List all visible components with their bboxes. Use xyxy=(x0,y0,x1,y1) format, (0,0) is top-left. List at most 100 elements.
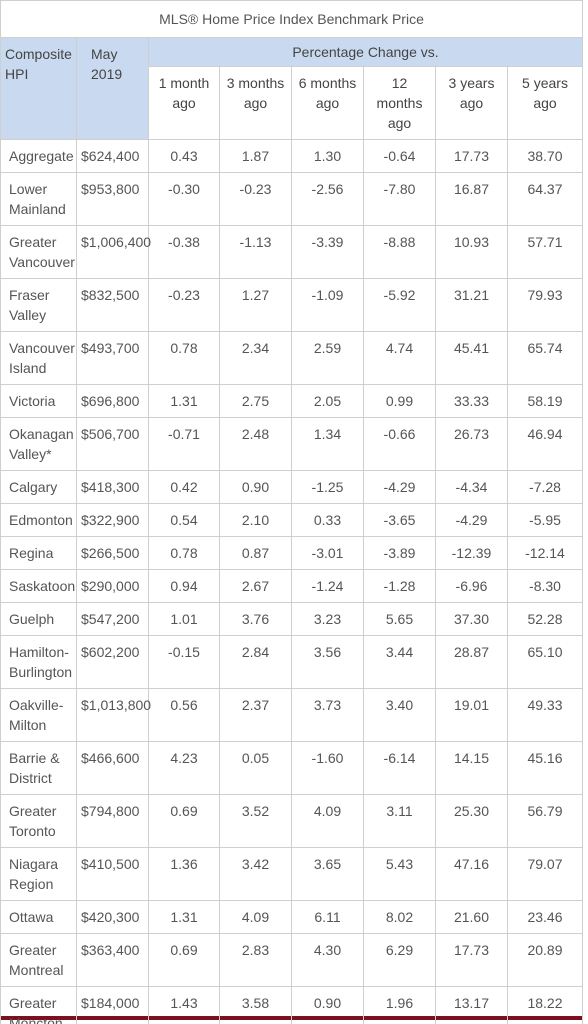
change-cell: -0.38 xyxy=(148,225,220,279)
region-cell: Vancouver Island xyxy=(0,331,77,385)
change-cell: 3.11 xyxy=(363,794,436,848)
table-row: Barrie & District $466,600 4.23 0.05 -1.60 -6… xyxy=(0,741,583,795)
change-cell: -1.25 xyxy=(291,470,364,504)
region-cell: Edmonton xyxy=(0,503,77,537)
region-cell: Regina xyxy=(0,536,77,570)
subheader-cell: 6 months ago xyxy=(291,66,364,140)
price-cell: $1,006,400 xyxy=(76,225,151,279)
change-cell: 3.58 xyxy=(219,986,292,1024)
change-cell: -6.96 xyxy=(435,569,508,603)
change-cell: -8.88 xyxy=(363,225,436,279)
price-cell: $466,600 xyxy=(76,741,149,795)
change-cell: -2.56 xyxy=(291,172,364,226)
change-cell: 1.30 xyxy=(291,139,364,173)
change-cell: 25.30 xyxy=(435,794,508,848)
change-cell: 37.30 xyxy=(435,602,508,636)
change-cell: 0.69 xyxy=(148,933,220,987)
price-cell: $493,700 xyxy=(76,331,149,385)
region-cell: Calgary xyxy=(0,470,77,504)
change-cell: 2.10 xyxy=(219,503,292,537)
price-cell: $410,500 xyxy=(76,847,149,901)
change-cell: 28.87 xyxy=(435,635,508,689)
header-composite: Composite HPI xyxy=(0,37,77,140)
change-cell: -4.29 xyxy=(363,470,436,504)
subheader-cell: 1 month ago xyxy=(148,66,220,140)
change-cell: 3.44 xyxy=(363,635,436,689)
change-cell: 4.09 xyxy=(219,900,292,934)
change-cell: 3.65 xyxy=(291,847,364,901)
subheader-cell: 5 years ago xyxy=(507,66,583,140)
change-cell: -3.65 xyxy=(363,503,436,537)
table-row: Oakville-Milton $1,013,800 0.56 2.37 3.73 3.4… xyxy=(0,688,583,742)
change-cell: 3.23 xyxy=(291,602,364,636)
change-cell: 3.76 xyxy=(219,602,292,636)
table-row: Edmonton $322,900 0.54 2.10 0.33 -3.65 -4.29 -5… xyxy=(0,503,583,537)
table-row: Greater Montreal $363,400 0.69 2.83 4.30 6.29… xyxy=(0,933,583,987)
change-cell: 23.46 xyxy=(507,900,583,934)
change-cell: 10.93 xyxy=(435,225,508,279)
change-cell: -12.39 xyxy=(435,536,508,570)
change-cell: 56.79 xyxy=(507,794,583,848)
change-cell: 19.01 xyxy=(435,688,508,742)
header-month: May 2019 xyxy=(76,37,149,140)
change-cell: 38.70 xyxy=(507,139,583,173)
change-cell: 45.16 xyxy=(507,741,583,795)
change-cell: 57.71 xyxy=(507,225,583,279)
change-cell: 0.69 xyxy=(148,794,220,848)
region-cell: Guelph xyxy=(0,602,77,636)
change-cell: 6.29 xyxy=(363,933,436,987)
change-cell: 2.59 xyxy=(291,331,364,385)
change-cell: -0.23 xyxy=(148,278,220,332)
region-cell: Ottawa xyxy=(0,900,77,934)
table-row: Greater Moncton $184,000 1.43 3.58 0.90 1.96 1… xyxy=(0,986,583,1024)
change-cell: 3.42 xyxy=(219,847,292,901)
change-cell: -7.80 xyxy=(363,172,436,226)
table-row: Greater Vancouver $1,006,400 -0.38 -1.13 -3.… xyxy=(0,225,583,279)
change-cell: 5.65 xyxy=(363,602,436,636)
change-cell: -4.34 xyxy=(435,470,508,504)
price-cell: $832,500 xyxy=(76,278,149,332)
header-group: Percentage Change vs. xyxy=(148,37,583,67)
region-cell: Niagara Region xyxy=(0,847,77,901)
table-row: Greater Toronto $794,800 0.69 3.52 4.09 3.11 2… xyxy=(0,794,583,848)
change-cell: -0.15 xyxy=(148,635,220,689)
change-cell: 0.99 xyxy=(363,384,436,418)
subheader-cell: 3 years ago xyxy=(435,66,508,140)
price-cell: $547,200 xyxy=(76,602,149,636)
change-cell: 0.78 xyxy=(148,536,220,570)
table-row: Lower Mainland $953,800 -0.30 -0.23 -2.56 -7.… xyxy=(0,172,583,226)
change-cell: 52.28 xyxy=(507,602,583,636)
price-cell: $290,000 xyxy=(76,569,149,603)
change-cell: 79.07 xyxy=(507,847,583,901)
price-cell: $794,800 xyxy=(76,794,149,848)
change-cell: 17.73 xyxy=(435,933,508,987)
region-cell: Victoria xyxy=(0,384,77,418)
change-cell: 0.54 xyxy=(148,503,220,537)
table-row: Hamilton-Burlington $602,200 -0.15 2.84 3.56… xyxy=(0,635,583,689)
change-cell: 1.36 xyxy=(148,847,220,901)
change-cell: -4.29 xyxy=(435,503,508,537)
change-cell: 1.01 xyxy=(148,602,220,636)
change-cell: 2.48 xyxy=(219,417,292,471)
table-row: Vancouver Island $493,700 0.78 2.34 2.59 4.74… xyxy=(0,331,583,385)
region-cell: Lower Mainland xyxy=(0,172,77,226)
price-cell: $696,800 xyxy=(76,384,149,418)
subheader-cell: 3 months ago xyxy=(219,66,292,140)
table-row: Victoria $696,800 1.31 2.75 2.05 0.99 33.33 58.… xyxy=(0,384,583,418)
change-cell: -1.13 xyxy=(219,225,292,279)
change-cell: 1.31 xyxy=(148,900,220,934)
change-cell: 16.87 xyxy=(435,172,508,226)
change-cell: 5.43 xyxy=(363,847,436,901)
change-cell: 1.34 xyxy=(291,417,364,471)
table-row: Calgary $418,300 0.42 0.90 -1.25 -4.29 -4.34 -7… xyxy=(0,470,583,504)
change-cell: -6.14 xyxy=(363,741,436,795)
price-cell: $1,013,800 xyxy=(76,688,151,742)
change-cell: 4.74 xyxy=(363,331,436,385)
change-cell: 33.33 xyxy=(435,384,508,418)
change-cell: 14.15 xyxy=(435,741,508,795)
change-cell: 58.19 xyxy=(507,384,583,418)
region-cell: Greater Moncton xyxy=(0,986,77,1024)
change-cell: 1.96 xyxy=(363,986,436,1024)
change-cell: 1.31 xyxy=(148,384,220,418)
